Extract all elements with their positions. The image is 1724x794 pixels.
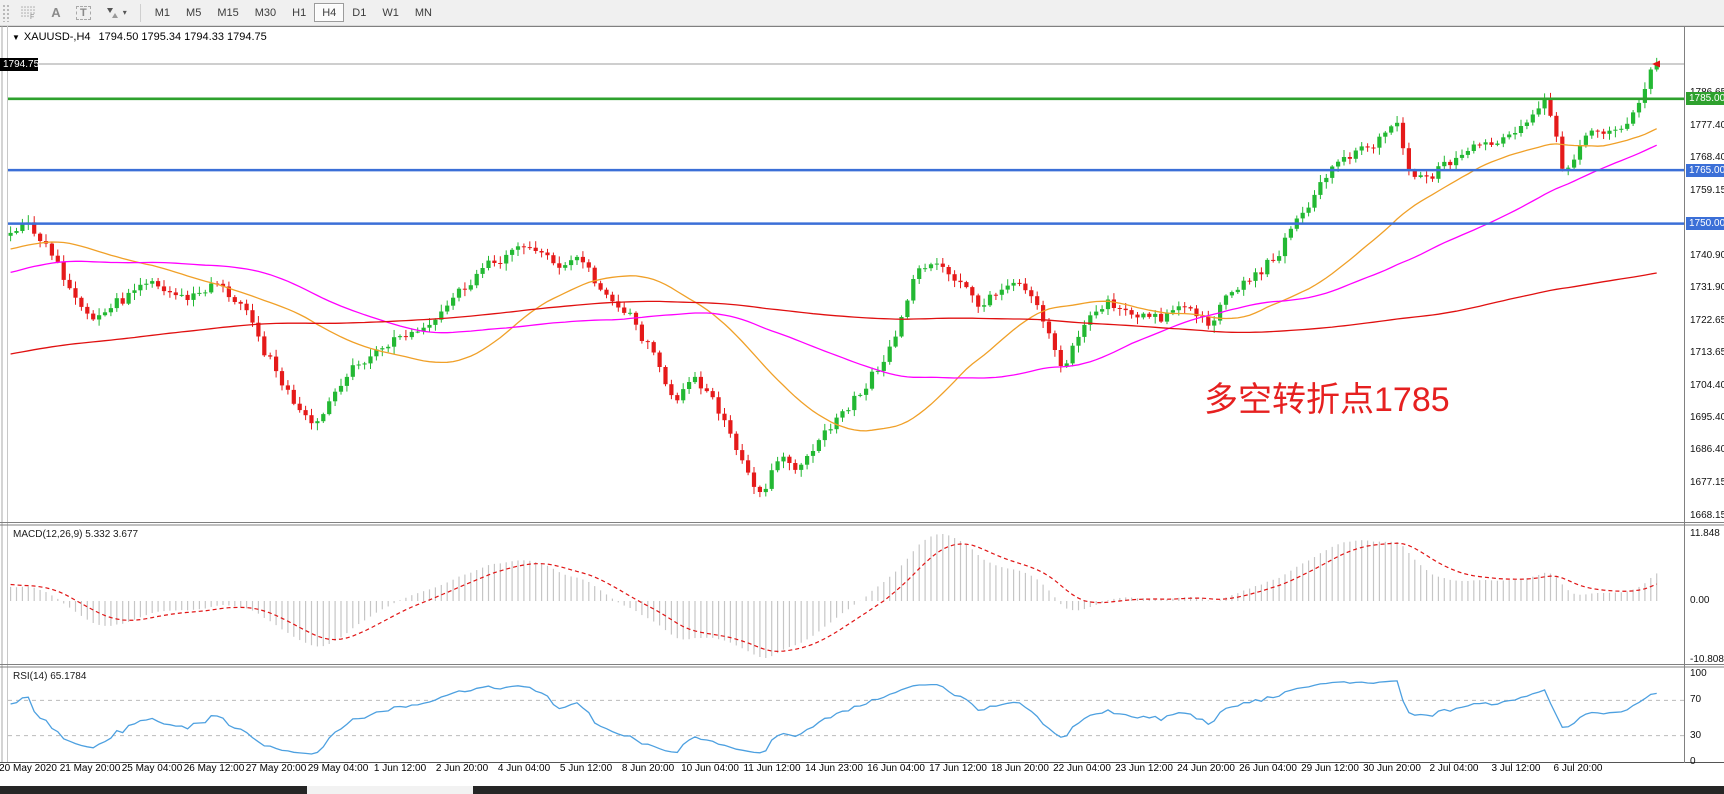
chart-window[interactable]: ▼ XAUUSD-,H4 1794.50 1795.34 1794.33 1794.… [0,26,1724,794]
time-tick-label: 24 Jun 20:00 [1177,763,1235,774]
toolbar-separator [139,3,141,22]
price-tick-label: 1704.40 [1690,380,1724,392]
rsi-tick-label: 70 [1690,694,1702,706]
label-a-icon: A [51,5,61,20]
time-tick-label: 16 Jun 04:00 [867,763,925,774]
macd-tick-label: -10.808 [1690,654,1724,665]
time-tick-label: 26 Jun 04:00 [1239,763,1297,774]
time-tick-label: 11 Jun 12:00 [743,763,801,774]
rsi-indicator-label: RSI(14) 65.1784 [13,671,87,682]
time-tick-label: 26 May 12:00 [183,763,245,774]
price-badge-1765: 1765.00 [1686,163,1724,177]
chart-annotation-text[interactable]: 多空转折点1785 [1204,381,1450,419]
grid-f-letter: F [30,14,34,20]
time-tick-label: 2 Jun 20:00 [435,763,489,774]
tf-button-m15[interactable]: M15 [209,3,246,22]
price-tick-label: 1677.15 [1690,477,1724,489]
grid-f-icon-button[interactable]: F [14,2,43,23]
time-tick-label: 6 Jul 20:00 [1553,763,1603,774]
time-tick-label: 18 Jun 20:00 [991,763,1049,774]
price-tick-label: 1722.65 [1690,315,1724,327]
time-tick-label: 30 Jun 20:00 [1363,763,1421,774]
time-tick-label: 2 Jul 04:00 [1429,763,1479,774]
toolbar-grip[interactable] [2,3,10,22]
price-badge-1750: 1750.00 [1686,217,1724,231]
time-tick-label: 27 May 20:00 [245,763,307,774]
text-tool-icon: T [76,5,91,20]
tf-button-mn[interactable]: MN [407,3,440,22]
cursor-mode-button[interactable]: ▾ [98,2,134,23]
tf-button-h1[interactable]: H1 [284,3,314,22]
tf-button-w1[interactable]: W1 [374,3,407,22]
label-tool-button[interactable]: A [43,2,69,23]
dropdown-caret-icon: ▾ [122,8,127,17]
price-tick-label: 1768.40 [1690,151,1724,163]
time-tick-label: 20 May 2020 [0,763,57,774]
symbol-dropdown-icon[interactable]: ▼ [12,33,20,42]
rsi-tick-label: 30 [1690,729,1702,741]
time-tick-label: 14 Jun 23:00 [805,763,863,774]
price-tick-label: 1668.15 [1690,509,1724,521]
grid-dots-icon: F [21,5,35,20]
price-badge-1785: 1785.00 [1686,92,1724,106]
rsi-tick-label: 100 [1690,668,1707,679]
toolbar: F A T ▾ M1 M5 M15 M30 H1 H4 D1 W1 MN [0,0,1724,26]
time-tick-label: 22 Jun 04:00 [1053,763,1111,774]
time-tick-label: 4 Jun 04:00 [497,763,551,774]
cursor-arrows-icon [106,7,118,18]
price-tick-label: 1740.90 [1690,250,1724,262]
tf-button-d1[interactable]: D1 [344,3,374,22]
time-tick-label: 5 Jun 12:00 [559,763,613,774]
price-tick-label: 1731.90 [1690,282,1724,294]
ohlc-values: 1794.50 1795.34 1794.33 1794.75 [98,31,267,43]
timeframe-button-group: M1 M5 M15 M30 H1 H4 D1 W1 MN [147,3,440,22]
time-tick-label: 10 Jun 04:00 [681,763,739,774]
tf-button-m1[interactable]: M1 [147,3,178,22]
time-tick-label: 25 May 04:00 [121,763,183,774]
tf-button-m30[interactable]: M30 [247,3,284,22]
tf-button-h4[interactable]: H4 [314,3,345,22]
time-tick-label: 29 Jun 12:00 [1301,763,1359,774]
time-tick-label: 29 May 04:00 [307,763,369,774]
tf-button-m5[interactable]: M5 [178,3,209,22]
symbol-label: XAUUSD-,H4 [23,31,91,43]
price-tick-label: 1686.40 [1690,444,1724,456]
price-tick-label: 1713.65 [1690,347,1724,359]
macd-tick-label: 11.848 [1690,528,1720,539]
chart-title: ▼ XAUUSD-,H4 1794.50 1795.34 1794.33 1794.… [12,31,267,43]
scrollbar-thumb[interactable] [307,786,473,794]
time-tick-label: 23 Jun 12:00 [1115,763,1173,774]
time-tick-label: 8 Jun 20:00 [621,763,675,774]
bottom-scrollbar[interactable] [0,786,1724,794]
price-chart-canvas[interactable] [0,26,1724,794]
current-price-badge: 1794.75 [0,57,39,71]
price-tick-label: 1695.40 [1690,412,1724,424]
macd-indicator-label: MACD(12,26,9) 5.332 3.677 [13,529,139,540]
price-tick-label: 1777.40 [1690,119,1724,131]
rsi-tick-label: 0 [1690,756,1696,767]
macd-tick-label: 0.00 [1690,595,1710,606]
time-tick-label: 17 Jun 12:00 [929,763,987,774]
time-tick-label: 1 Jun 12:00 [373,763,427,774]
text-tool-button[interactable]: T [69,2,98,23]
price-tick-label: 1759.15 [1690,184,1724,196]
time-tick-label: 21 May 20:00 [59,763,121,774]
time-tick-label: 3 Jul 12:00 [1491,763,1541,774]
